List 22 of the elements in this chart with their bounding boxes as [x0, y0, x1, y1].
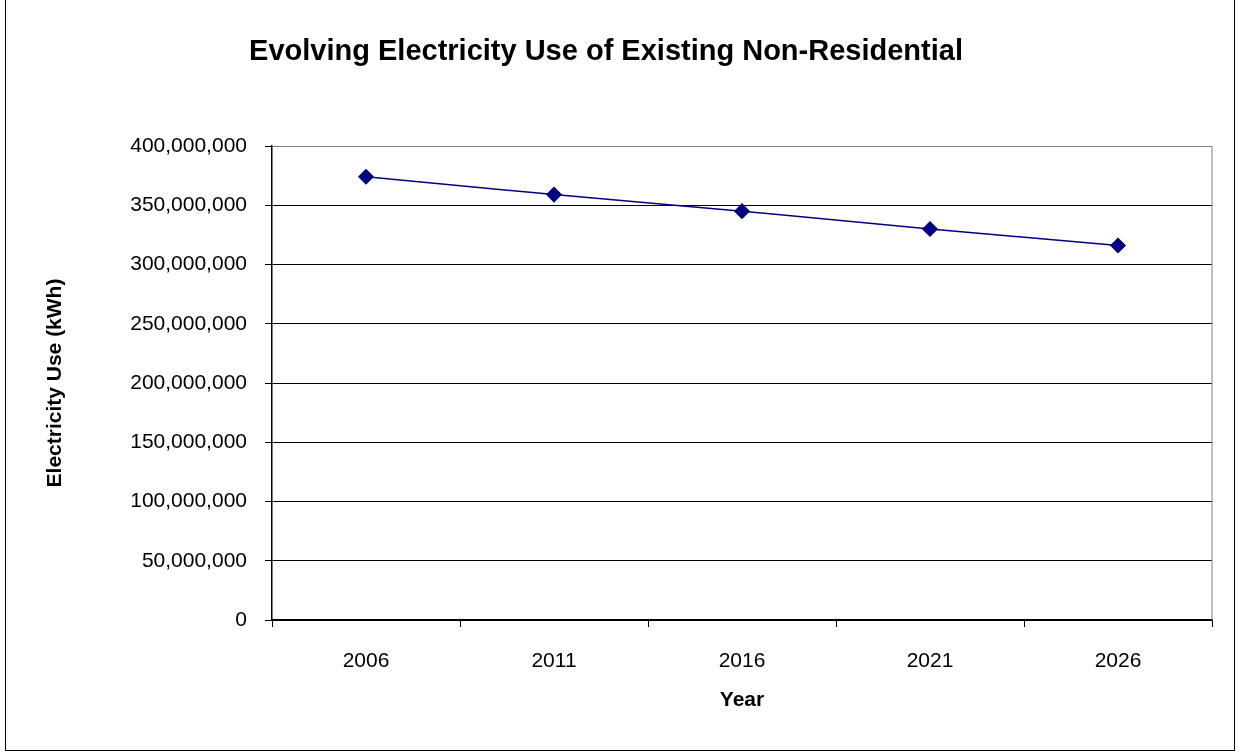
x-tick-label: 2026	[1094, 648, 1142, 672]
x-tick-label: 2021	[906, 648, 954, 672]
y-tick-label: 0	[235, 606, 247, 630]
y-tick-label: 200,000,000	[130, 369, 247, 393]
point	[1110, 237, 1126, 254]
x-tick-label: 2016	[718, 648, 766, 672]
y-tick-label: 150,000,000	[130, 429, 247, 453]
y-tick-label: 250,000,000	[130, 310, 247, 334]
point	[546, 186, 562, 203]
y-tick-label: 400,000,000	[130, 132, 247, 156]
x-tick-label: 2011	[531, 648, 577, 672]
y-tick-label: 300,000,000	[130, 251, 247, 275]
y-tick-label: 100,000,000	[130, 488, 247, 512]
point	[358, 169, 374, 185]
chart-title: Evolving Electricity Use of Existing Non-Residential	[249, 34, 963, 66]
y-tick-label: 50,000,000	[141, 547, 247, 571]
point	[922, 221, 938, 237]
point	[734, 203, 750, 219]
x-tick-label: 2006	[342, 648, 390, 672]
x-axis-title: Year	[719, 686, 765, 710]
y-axis-title: Electricity Use (kWh)	[41, 278, 65, 488]
y-tick-label: 350,000,000	[130, 192, 247, 216]
